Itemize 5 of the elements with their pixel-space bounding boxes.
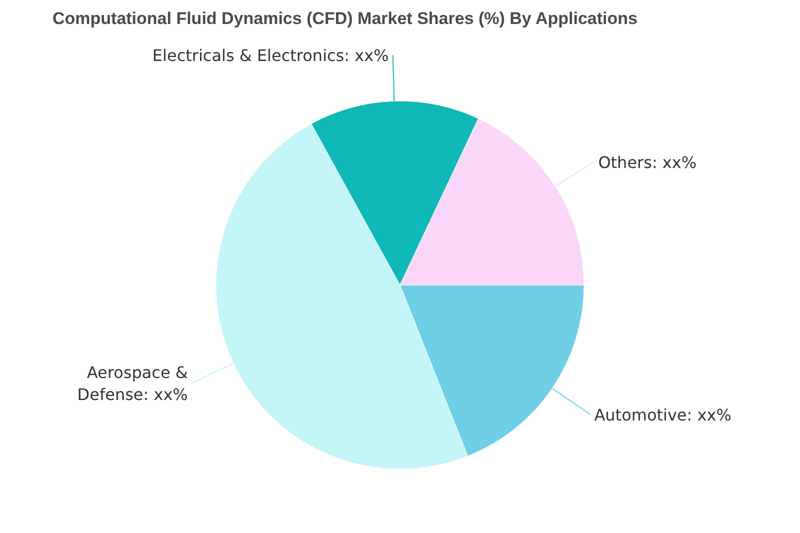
chart-title: Computational Fluid Dynamics (CFD) Market Shares (%) By Applications — [52, 9, 638, 28]
slice-label: Automotive: xx% — [594, 405, 732, 424]
slice-label: Electricals & Electronics: xx% — [152, 46, 389, 66]
slice-label: Aerospace & Defense: xx% — [77, 362, 188, 404]
slice-label: Others: xx% — [598, 152, 697, 172]
